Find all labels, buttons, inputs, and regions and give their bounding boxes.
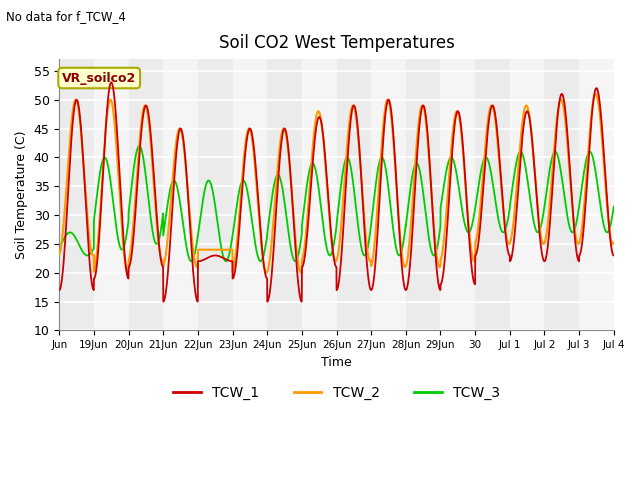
Bar bbox=[371, 60, 406, 330]
Title: Soil CO2 West Temperatures: Soil CO2 West Temperatures bbox=[219, 34, 454, 52]
Bar bbox=[94, 60, 129, 330]
Bar bbox=[163, 60, 198, 330]
Legend: TCW_1, TCW_2, TCW_3: TCW_1, TCW_2, TCW_3 bbox=[167, 381, 506, 406]
Text: VR_soilco2: VR_soilco2 bbox=[62, 72, 136, 84]
Bar bbox=[510, 60, 545, 330]
X-axis label: Time: Time bbox=[321, 356, 352, 369]
Bar bbox=[302, 60, 337, 330]
Y-axis label: Soil Temperature (C): Soil Temperature (C) bbox=[15, 131, 28, 259]
Bar bbox=[440, 60, 475, 330]
Bar bbox=[579, 60, 614, 330]
Bar bbox=[232, 60, 268, 330]
Text: No data for f_TCW_4: No data for f_TCW_4 bbox=[6, 10, 126, 23]
